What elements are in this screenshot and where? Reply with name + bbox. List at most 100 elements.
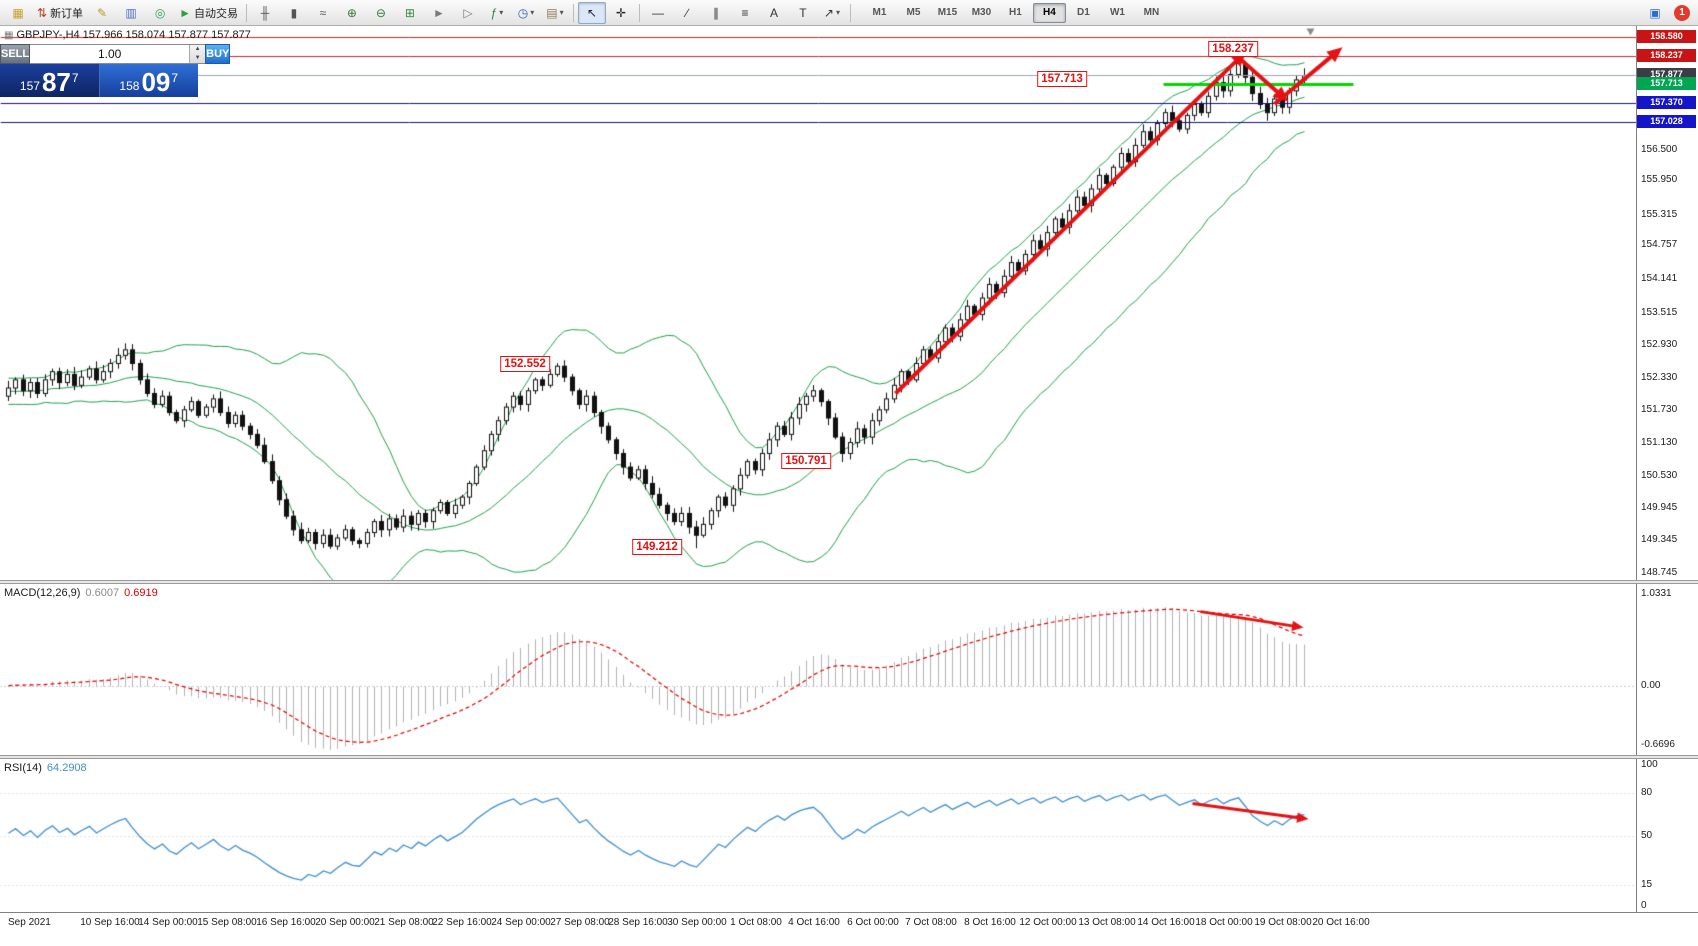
macd-label: MACD(12,26,9) 0.6007 0.6919 bbox=[4, 587, 158, 599]
channel-tool-icon: ∥ bbox=[712, 5, 719, 20]
line-chart-button[interactable]: ≈ bbox=[309, 2, 337, 24]
sell-price[interactable]: 157 87 7 bbox=[0, 64, 100, 97]
periods-button[interactable]: ◷ bbox=[512, 2, 540, 24]
symbol-ohlc-text: GBPJPY-,H4 157.966 158.074 157.877 157.8… bbox=[16, 29, 251, 41]
label-tool-icon: T bbox=[799, 5, 807, 20]
bar-chart-icon: ╫ bbox=[260, 5, 270, 20]
new-order-icon: ⇅ bbox=[37, 5, 48, 20]
volume-increase-button[interactable] bbox=[190, 45, 205, 54]
cursor-icon: ↖ bbox=[586, 5, 597, 20]
bar-chart-button[interactable]: ╫ bbox=[251, 2, 279, 24]
toolbar-separator bbox=[638, 3, 640, 22]
dropdown-arrow-icon[interactable] bbox=[560, 8, 564, 17]
charts-community-button[interactable]: ▣ bbox=[1641, 2, 1669, 24]
toolbar-separator bbox=[572, 3, 574, 22]
market-watch-button[interactable]: ▥ bbox=[117, 2, 145, 24]
crosshair-icon: ✛ bbox=[615, 5, 626, 20]
new-order-button-label: 新订单 bbox=[50, 7, 84, 20]
volume-spinner bbox=[189, 45, 206, 63]
chart-shift-icon: ▷ bbox=[463, 5, 473, 20]
tile-windows-icon: ⊞ bbox=[404, 5, 415, 20]
rsi-label: RSI(14) 64.2908 bbox=[4, 762, 87, 774]
metaeditor-icon: ✎ bbox=[97, 5, 108, 20]
timeframe-m5-button[interactable]: M5 bbox=[906, 7, 921, 18]
zoom-in-icon: ⊕ bbox=[346, 5, 357, 20]
candlestick-chart-button[interactable]: ▮ bbox=[280, 2, 308, 24]
arrows-tool-button[interactable]: ↗ bbox=[818, 2, 846, 24]
time-axis[interactable] bbox=[0, 912, 1698, 946]
trendline-tool-button[interactable]: ∕ bbox=[673, 2, 701, 24]
fibonacci-tool-icon: ≡ bbox=[741, 5, 749, 20]
dropdown-arrow-icon[interactable] bbox=[530, 8, 534, 17]
notifications-badge[interactable]: 1 bbox=[1674, 4, 1690, 21]
indicators-icon: ƒ bbox=[490, 5, 498, 20]
sell-price-sup: 7 bbox=[71, 71, 79, 85]
indicators-button[interactable]: ƒ bbox=[483, 2, 511, 24]
hline-tool-icon: — bbox=[651, 5, 664, 20]
crosshair-button[interactable]: ✛ bbox=[607, 2, 635, 24]
timeframe-m1-button[interactable]: M1 bbox=[872, 7, 887, 18]
timeframe-m15-button[interactable]: M15 bbox=[937, 7, 958, 18]
macd-name: MACD(12,26,9) bbox=[4, 587, 81, 599]
candlestick-chart-icon: ▮ bbox=[290, 5, 298, 20]
buy-price-sup: 7 bbox=[171, 71, 179, 85]
tile-windows-button[interactable]: ⊞ bbox=[396, 2, 424, 24]
timeframe-m30-button[interactable]: M30 bbox=[971, 7, 992, 18]
channel-tool-button[interactable]: ∥ bbox=[702, 2, 730, 24]
autotrade-button[interactable]: ► 自动交易 bbox=[175, 2, 242, 24]
line-chart-icon: ≈ bbox=[319, 5, 327, 20]
volume-input[interactable] bbox=[30, 45, 190, 63]
main-toolbar: ▦⇅新订单✎▥◎►自动交易╫▮≈⊕⊖⊞►▷ƒ◷▤↖✛—∕∥≡AT↗ M1M5M1… bbox=[0, 0, 1698, 26]
timeframe-h4-button[interactable]: H4 bbox=[1032, 2, 1066, 23]
toolbar-separator bbox=[849, 3, 851, 22]
timeframe-d1-button[interactable]: D1 bbox=[1077, 7, 1090, 18]
buy-price[interactable]: 158 09 7 bbox=[99, 64, 198, 97]
dropdown-arrow-icon[interactable] bbox=[836, 8, 840, 17]
toolbar-buttons-group: ▦⇅新订单✎▥◎►自动交易╫▮≈⊕⊖⊞►▷ƒ◷▤↖✛—∕∥≡AT↗ bbox=[4, 1, 854, 24]
macd-signal-value: 0.6919 bbox=[124, 587, 158, 599]
sell-button[interactable]: SELL bbox=[0, 44, 31, 64]
label-tool-button[interactable]: T bbox=[789, 2, 817, 24]
zoom-out-icon: ⊖ bbox=[375, 5, 386, 20]
hline-tool-button[interactable]: — bbox=[644, 2, 672, 24]
toolbar-separator bbox=[245, 3, 247, 22]
panel-divider[interactable] bbox=[0, 580, 1698, 584]
new-order-button[interactable]: ⇅ 新订单 bbox=[33, 2, 87, 24]
rsi-value: 64.2908 bbox=[46, 762, 87, 774]
autotrade-button-label: 自动交易 bbox=[193, 7, 238, 20]
auto-scroll-button[interactable]: ► bbox=[425, 2, 453, 24]
dropdown-arrow-icon[interactable] bbox=[499, 8, 503, 17]
toolbar-right-group: ▣ 1 bbox=[1641, 2, 1694, 24]
buy-button[interactable]: BUY bbox=[205, 44, 231, 64]
auto-scroll-icon: ► bbox=[433, 5, 445, 20]
timeframe-h1-button[interactable]: H1 bbox=[1009, 7, 1022, 18]
volume-decrease-button[interactable] bbox=[190, 54, 205, 63]
symbol-info: ▦ GBPJPY-,H4 157.966 158.074 157.877 157.… bbox=[4, 29, 251, 41]
new-chart-button[interactable]: ▦ bbox=[4, 2, 32, 24]
cursor-button[interactable]: ↖ bbox=[577, 1, 606, 24]
timeframe-mn-button[interactable]: MN bbox=[1143, 7, 1160, 18]
chart-shift-button[interactable]: ▷ bbox=[454, 2, 482, 24]
market-watch-icon: ▥ bbox=[125, 5, 137, 20]
new-chart-icon: ▦ bbox=[12, 5, 24, 20]
zoom-out-button[interactable]: ⊖ bbox=[367, 2, 395, 24]
rsi-name: RSI(14) bbox=[4, 762, 42, 774]
panel-divider[interactable] bbox=[0, 755, 1698, 759]
autotrade-icon: ► bbox=[179, 5, 191, 20]
templates-button[interactable]: ▤ bbox=[541, 2, 569, 24]
zoom-in-button[interactable]: ⊕ bbox=[338, 2, 366, 24]
price-axis[interactable] bbox=[1636, 26, 1698, 912]
timeframe-w1-button[interactable]: W1 bbox=[1109, 7, 1125, 18]
text-tool-button[interactable]: A bbox=[760, 2, 788, 24]
timeframe-buttons-group: M1 M5 M15 M30 H1 H4 D1 W1 MN bbox=[863, 2, 1168, 23]
text-tool-icon: A bbox=[769, 5, 778, 20]
metaeditor-button[interactable]: ✎ bbox=[88, 2, 116, 24]
buy-price-pips: 09 bbox=[141, 67, 171, 97]
macd-main-value: 0.6007 bbox=[85, 587, 120, 599]
navigator-button[interactable]: ◎ bbox=[146, 2, 174, 24]
fibonacci-tool-button[interactable]: ≡ bbox=[731, 2, 759, 24]
sell-price-big: 157 bbox=[19, 79, 40, 93]
